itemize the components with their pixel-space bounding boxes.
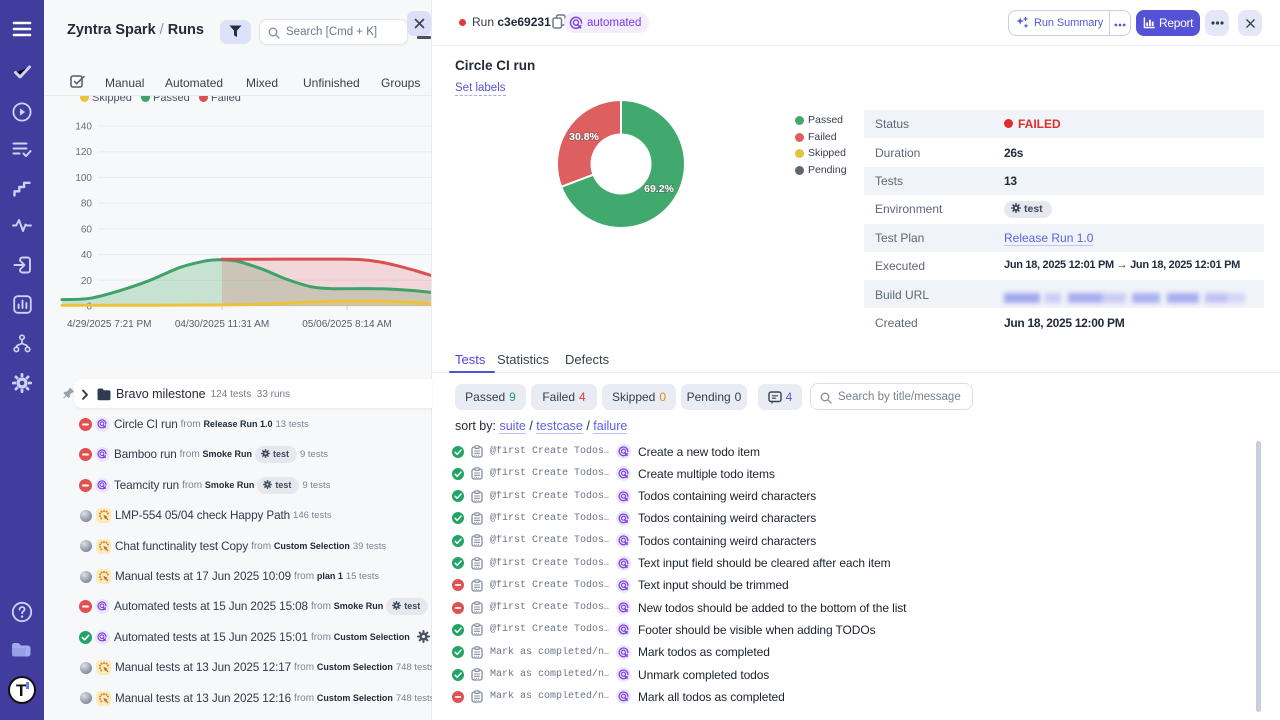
svg-text:69.2%: 69.2%	[644, 183, 674, 195]
svg-text:80: 80	[81, 199, 93, 210]
svg-text:0: 0	[86, 302, 92, 313]
svg-text:20: 20	[81, 276, 93, 287]
svg-text:4/29/2025 7:21 PM: 4/29/2025 7:21 PM	[67, 319, 152, 330]
svg-text:04/30/2025 11:31 AM: 04/30/2025 11:31 AM	[175, 319, 269, 330]
svg-text:100: 100	[75, 173, 92, 184]
svg-text:60: 60	[81, 224, 93, 235]
svg-text:140: 140	[75, 122, 92, 133]
svg-text:30.8%: 30.8%	[569, 131, 599, 143]
svg-text:40: 40	[81, 250, 93, 261]
svg-text:05/06/2025 8:14 AM: 05/06/2025 8:14 AM	[302, 319, 392, 330]
svg-text:120: 120	[75, 147, 92, 158]
